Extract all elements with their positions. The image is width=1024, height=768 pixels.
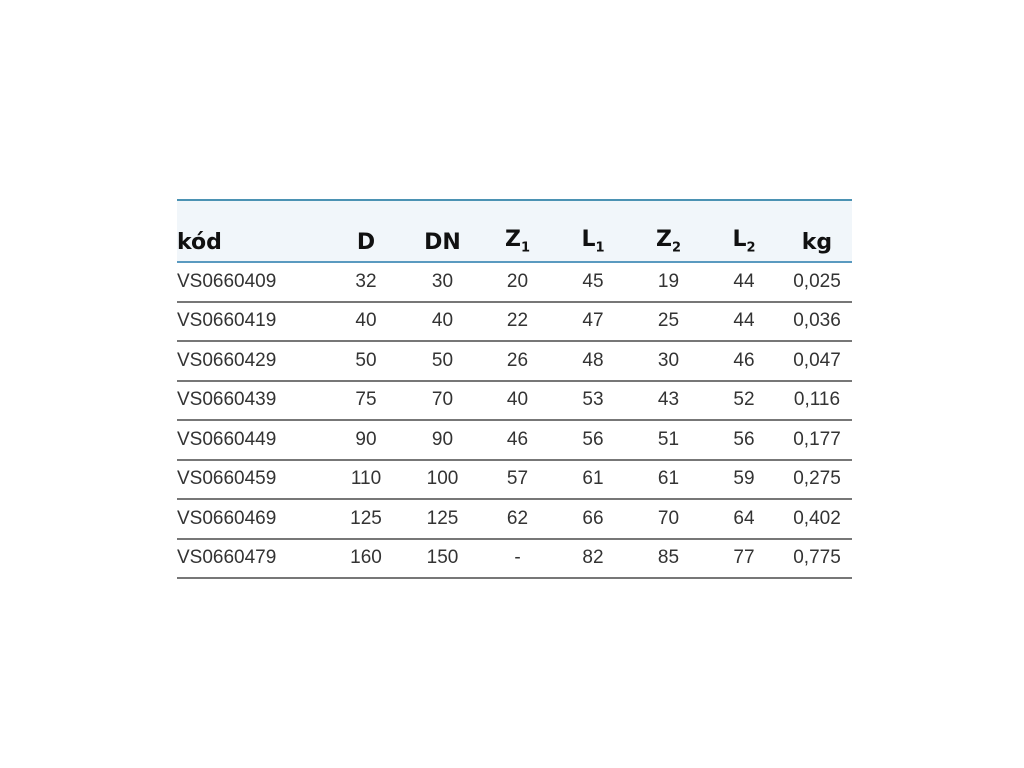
table-cell: 40 bbox=[355, 310, 377, 332]
table-row: VS0660469 125 125 62 66 70 64 0,402 bbox=[177, 499, 852, 539]
table-cell: 57 bbox=[506, 468, 529, 490]
table-header-row: kód D DN Z1 L1 Z2 L2 kg bbox=[177, 200, 852, 262]
table-row: VS0660409 32 30 20 45 19 44 0,025 bbox=[177, 262, 852, 302]
column-header: D bbox=[327, 200, 405, 262]
table-cell: 46 bbox=[733, 349, 755, 371]
table-cell: 25 bbox=[657, 310, 680, 332]
table-cell: 48 bbox=[582, 349, 604, 371]
table-cell: 0,177 bbox=[793, 428, 841, 450]
header-label: Z bbox=[505, 226, 521, 252]
table-cell: 45 bbox=[582, 270, 604, 292]
header-label: DN bbox=[424, 230, 461, 255]
column-header: Z2 bbox=[631, 200, 706, 262]
table-cell: 61 bbox=[582, 468, 604, 490]
header-label: kg bbox=[801, 230, 833, 255]
column-header: Z1 bbox=[480, 200, 555, 262]
column-header: DN bbox=[405, 200, 480, 262]
table-cell: 90 bbox=[431, 428, 454, 450]
product-code-cell: VS0660479 bbox=[177, 547, 277, 569]
table-cell: 0,402 bbox=[793, 507, 841, 529]
table-row: VS0660449 90 90 46 56 51 56 0,177 bbox=[177, 420, 852, 460]
table-cell: 50 bbox=[431, 349, 454, 371]
product-code-cell: VS0660419 bbox=[177, 310, 277, 332]
column-header: kg bbox=[782, 200, 852, 262]
header-subscript: 1 bbox=[520, 240, 530, 255]
table-cell: 0,116 bbox=[793, 389, 841, 411]
header-label: Z bbox=[656, 226, 672, 252]
table-cell: 150 bbox=[426, 547, 459, 569]
product-table: kód D DN Z1 L1 Z2 L2 kg VS0660409 32 30 20 45 19 44 0,… bbox=[177, 199, 852, 579]
table-cell: 44 bbox=[733, 270, 755, 292]
table-cell: 0,047 bbox=[793, 349, 841, 371]
table-row: VS0660459 110 100 57 61 61 59 0,275 bbox=[177, 460, 852, 499]
table-row: VS0660439 75 70 40 53 43 52 0,116 bbox=[177, 381, 852, 420]
table-cell: 40 bbox=[431, 310, 454, 332]
product-code-cell: VS0660409 bbox=[177, 270, 277, 292]
table-cell: 26 bbox=[506, 349, 529, 371]
product-code-cell: VS0660429 bbox=[177, 349, 277, 371]
header-label: L bbox=[581, 226, 596, 252]
table-cell: 32 bbox=[355, 270, 377, 292]
table-cell: 0,275 bbox=[793, 468, 841, 490]
table-cell: 125 bbox=[350, 507, 382, 529]
table-cell: 43 bbox=[657, 389, 680, 411]
table-cell: 0,025 bbox=[793, 270, 841, 292]
table-cell: 46 bbox=[506, 428, 529, 450]
table-cell: 125 bbox=[426, 507, 459, 529]
table-cell: 62 bbox=[506, 507, 529, 529]
table-cell: 75 bbox=[355, 389, 377, 411]
table-row: VS0660479 160 150 - 82 85 77 0,775 bbox=[177, 539, 852, 578]
table-cell: 70 bbox=[657, 507, 680, 529]
column-header: L2 bbox=[706, 200, 782, 262]
table-cell: 77 bbox=[733, 547, 755, 569]
table-cell: 30 bbox=[431, 270, 454, 292]
table-cell: 82 bbox=[582, 547, 604, 569]
header-subscript: 2 bbox=[671, 240, 681, 255]
table-cell: 44 bbox=[733, 310, 755, 332]
table-cell: 59 bbox=[733, 468, 755, 490]
table-cell: 50 bbox=[355, 349, 377, 371]
table-row: VS0660419 40 40 22 47 25 44 0,036 bbox=[177, 302, 852, 341]
table-cell: 20 bbox=[506, 270, 529, 292]
table-cell: 52 bbox=[733, 389, 755, 411]
table-cell: 22 bbox=[506, 310, 529, 332]
header-subscript: 2 bbox=[746, 240, 756, 255]
header-label: D bbox=[356, 230, 376, 255]
table-cell: 110 bbox=[350, 468, 382, 490]
table-cell: - bbox=[514, 547, 521, 569]
table-cell: 56 bbox=[582, 428, 604, 450]
column-header: L1 bbox=[555, 200, 631, 262]
table-cell: 47 bbox=[582, 310, 604, 332]
column-header: kód bbox=[177, 200, 327, 262]
table-cell: 0,036 bbox=[793, 310, 841, 332]
product-code-cell: VS0660449 bbox=[177, 428, 277, 450]
table-cell: 64 bbox=[733, 507, 755, 529]
table-cell: 40 bbox=[506, 389, 529, 411]
table-row: VS0660429 50 50 26 48 30 46 0,047 bbox=[177, 341, 852, 381]
header-subscript: 1 bbox=[595, 240, 605, 255]
table-cell: 66 bbox=[582, 507, 604, 529]
header-label: kód bbox=[177, 230, 222, 255]
table-cell: 51 bbox=[657, 428, 680, 450]
table-cell: 160 bbox=[350, 547, 382, 569]
table-cell: 53 bbox=[582, 389, 604, 411]
table-cell: 56 bbox=[733, 428, 755, 450]
table-cell: 85 bbox=[657, 547, 680, 569]
header-label: L bbox=[732, 226, 747, 252]
table-cell: 19 bbox=[657, 270, 680, 292]
table-cell: 90 bbox=[355, 428, 377, 450]
table-cell: 70 bbox=[431, 389, 454, 411]
product-code-cell: VS0660439 bbox=[177, 389, 277, 411]
product-code-cell: VS0660459 bbox=[177, 468, 277, 490]
table-cell: 0,775 bbox=[793, 547, 841, 569]
product-code-cell: VS0660469 bbox=[177, 507, 277, 529]
table-cell: 30 bbox=[657, 349, 680, 371]
table-cell: 100 bbox=[426, 468, 459, 490]
table-cell: 61 bbox=[657, 468, 680, 490]
